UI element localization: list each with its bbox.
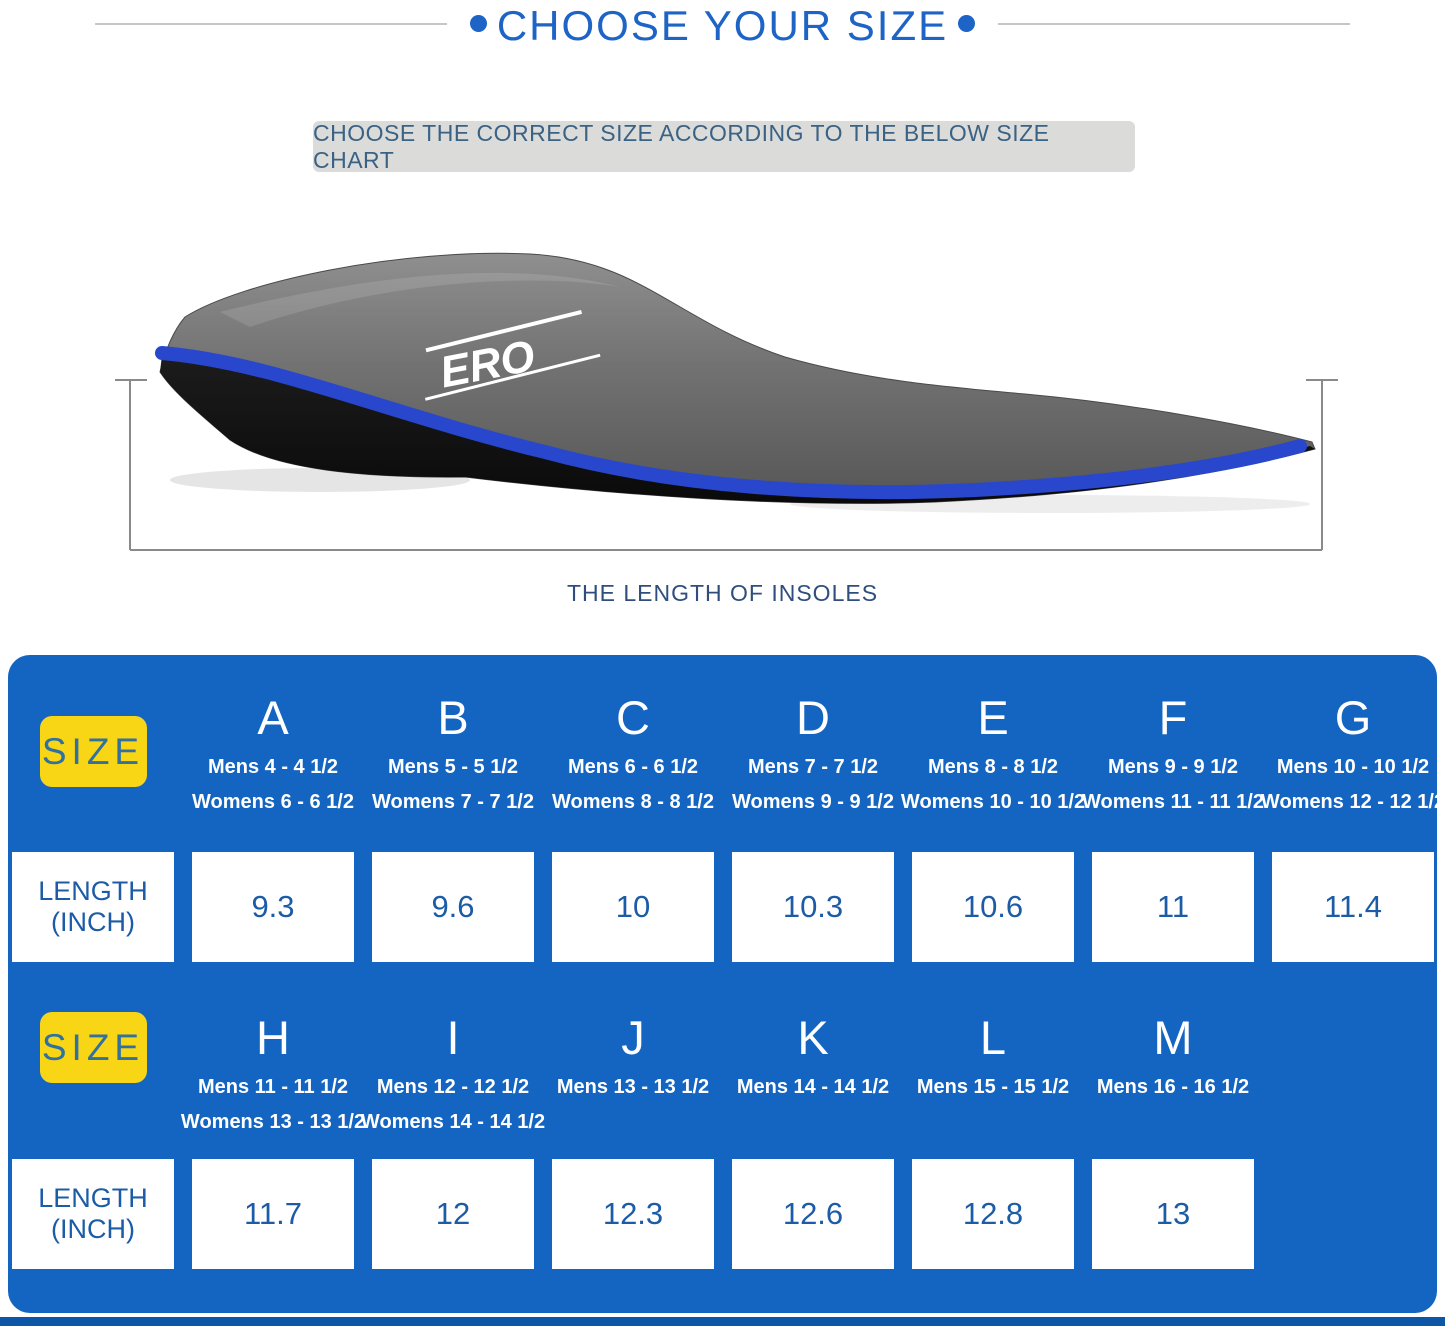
length-label-line1: LENGTH: [38, 1183, 148, 1213]
length-cell-F: 11: [1092, 852, 1254, 962]
size-col-E: E Mens 8 - 8 1/2 Womens 10 - 10 1/2: [901, 690, 1085, 813]
size-letter: J: [621, 1011, 645, 1064]
mens-range: Mens 11 - 11 1/2: [197, 1076, 349, 1098]
length-row-1: LENGTH (INCH) 9.3 9.6 10 10.3 10.6 11 11…: [12, 852, 1434, 962]
size-badge-wrap-1: SIZE: [12, 690, 174, 813]
mens-range: Mens 13 - 13 1/2: [556, 1076, 710, 1098]
fabric-highlight: [220, 272, 620, 327]
mens-range: Mens 7 - 7 1/2: [747, 756, 879, 778]
size-letter: M: [1153, 1011, 1193, 1064]
title-divider-right: [998, 23, 1350, 25]
length-cell-I: 12: [372, 1159, 534, 1269]
insole-blue-stripe: [155, 346, 1307, 500]
subtitle-text: CHOOSE THE CORRECT SIZE ACCORDING TO THE…: [313, 119, 1050, 173]
size-letter: I: [446, 1011, 460, 1064]
length-cell-L: 12.8: [912, 1159, 1074, 1269]
mens-range: Mens 6 - 6 1/2: [567, 756, 699, 778]
length-cell-D: 10.3: [732, 852, 894, 962]
mens-range: Mens 4 - 4 1/2: [207, 756, 339, 778]
length-cell-K: 12.6: [732, 1159, 894, 1269]
womens-range: Womens 9 - 9 1/2: [732, 791, 894, 813]
size-letter: A: [257, 691, 289, 744]
size-letter: C: [616, 691, 650, 744]
size-header-row-2: SIZE H Mens 11 - 11 1/2 Womens 13 - 13 1…: [12, 1010, 1434, 1133]
length-cell-C: 10: [552, 852, 714, 962]
size-letter: L: [979, 1011, 1007, 1064]
size-letter: G: [1334, 691, 1372, 744]
size-col-L: L Mens 15 - 15 1/2: [912, 1010, 1074, 1133]
figure-caption: THE LENGTH OF INSOLES: [566, 580, 879, 606]
size-badge-2: SIZE: [39, 1012, 147, 1083]
length-cell-B: 9.6: [372, 852, 534, 962]
length-cell-A: 9.3: [192, 852, 354, 962]
womens-range: Womens 10 - 10 1/2: [900, 791, 1086, 813]
mens-range: Mens 15 - 15 1/2: [916, 1076, 1070, 1098]
length-measure-lines: [115, 379, 1338, 551]
size-col-J: J Mens 13 - 13 1/2: [552, 1010, 714, 1133]
title-bullet-left-icon: [470, 15, 487, 32]
length-label-line2: (INCH): [51, 907, 135, 937]
length-label-line1: LENGTH: [38, 876, 148, 906]
size-col-B: B Mens 5 - 5 1/2 Womens 7 - 7 1/2: [372, 690, 534, 813]
womens-range: Womens 13 - 13 1/2: [180, 1111, 366, 1133]
mens-range: Mens 5 - 5 1/2: [387, 756, 519, 778]
size-chart-panel: SIZE A Mens 4 - 4 1/2 Womens 6 - 6 1/2 B…: [8, 655, 1445, 1313]
size-letter: K: [797, 1011, 829, 1064]
womens-range: Womens 11 - 11 1/2: [1082, 791, 1264, 813]
size-col-A: A Mens 4 - 4 1/2 Womens 6 - 6 1/2: [192, 690, 354, 813]
size-letter: D: [796, 691, 830, 744]
womens-range: Womens 7 - 7 1/2: [372, 791, 534, 813]
title-row: CHOOSE YOUR SIZE: [0, 0, 1445, 56]
length-label-cell-1: LENGTH (INCH): [12, 852, 174, 962]
mens-range: Mens 12 - 12 1/2: [376, 1076, 530, 1098]
title-divider-left: [95, 23, 447, 25]
womens-range: Womens 12 - 12 1/2: [1260, 791, 1445, 813]
length-cell-M: 13: [1092, 1159, 1254, 1269]
insole-figure: ERO: [115, 252, 1338, 551]
size-col-G: G Mens 10 - 10 1/2 Womens 12 - 12 1/2: [1261, 690, 1445, 813]
size-letter: H: [256, 1011, 290, 1064]
size-col-K: K Mens 14 - 14 1/2: [732, 1010, 894, 1133]
size-letter: E: [977, 691, 1009, 744]
size-col-F: F Mens 9 - 9 1/2 Womens 11 - 11 1/2: [1082, 690, 1264, 813]
length-cell-J: 12.3: [552, 1159, 714, 1269]
page-title: CHOOSE YOUR SIZE: [496, 2, 949, 49]
title-bullet-right-icon: [958, 15, 975, 32]
size-col-D: D Mens 7 - 7 1/2 Womens 9 - 9 1/2: [732, 690, 894, 813]
womens-range: Womens 6 - 6 1/2: [192, 791, 354, 813]
length-label-cell-2: LENGTH (INCH): [12, 1159, 174, 1269]
subtitle-banner: CHOOSE THE CORRECT SIZE ACCORDING TO THE…: [313, 119, 1135, 173]
size-letter: F: [1158, 691, 1188, 744]
womens-range: Womens 14 - 14 1/2: [360, 1111, 546, 1133]
mens-range: Mens 9 - 9 1/2: [1107, 756, 1239, 778]
length-cell-E: 10.6: [912, 852, 1074, 962]
size-col-C: C Mens 6 - 6 1/2 Womens 8 - 8 1/2: [552, 690, 714, 813]
size-header-row-1: SIZE A Mens 4 - 4 1/2 Womens 6 - 6 1/2 B…: [12, 690, 1445, 813]
mens-range: Mens 10 - 10 1/2: [1276, 756, 1430, 778]
size-badge-wrap-2: SIZE: [12, 1010, 174, 1133]
size-badge-1: SIZE: [39, 716, 147, 787]
length-cell-H: 11.7: [192, 1159, 354, 1269]
bottom-accent-strip: [0, 1317, 1445, 1326]
length-row-2: LENGTH (INCH) 11.7 12 12.3 12.6 12.8 13: [12, 1159, 1434, 1269]
mens-range: Mens 14 - 14 1/2: [736, 1076, 890, 1098]
mens-range: Mens 8 - 8 1/2: [927, 756, 1059, 778]
length-cell-G: 11.4: [1272, 852, 1434, 962]
length-label-line2: (INCH): [51, 1214, 135, 1244]
size-letter: B: [437, 691, 469, 744]
size-col-H: H Mens 11 - 11 1/2 Womens 13 - 13 1/2: [181, 1010, 365, 1133]
size-col-M: M Mens 16 - 16 1/2: [1092, 1010, 1254, 1133]
size-col-I: I Mens 12 - 12 1/2 Womens 14 - 14 1/2: [361, 1010, 545, 1133]
insole-bottom-layer: [160, 355, 1315, 504]
womens-range: Womens 8 - 8 1/2: [552, 791, 714, 813]
mens-range: Mens 16 - 16 1/2: [1096, 1076, 1250, 1098]
